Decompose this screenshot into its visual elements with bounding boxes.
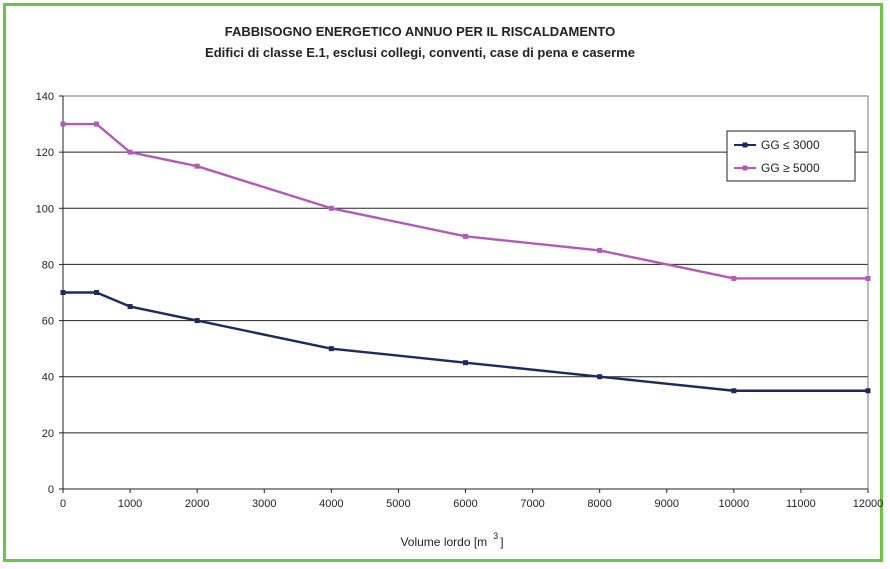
data-point bbox=[328, 346, 334, 352]
legend-marker-gg-5000 bbox=[742, 165, 748, 171]
y-tick-label: 120 bbox=[36, 147, 54, 159]
y-tick-label: 140 bbox=[36, 91, 54, 103]
data-point bbox=[463, 233, 468, 239]
x-tick-label: 6000 bbox=[453, 498, 477, 510]
series-line bbox=[63, 291, 868, 392]
data-point bbox=[731, 388, 737, 394]
x-tick-label: 1000 bbox=[118, 498, 142, 510]
data-point bbox=[597, 374, 603, 380]
series-layer bbox=[60, 121, 871, 394]
legend-label-gg-5000: GG ≥ 5000 bbox=[761, 161, 820, 175]
x-tick-label: 7000 bbox=[520, 498, 544, 510]
data-point bbox=[597, 247, 603, 253]
series-1 bbox=[60, 121, 871, 281]
data-point bbox=[127, 304, 133, 310]
chart-title: FABBISOGNO ENERGETICO ANNUO PER IL RISCA… bbox=[225, 24, 616, 39]
y-tick-label: 80 bbox=[42, 259, 54, 271]
y-axis: 0 20 40 60 80 100 120 140 bbox=[36, 91, 64, 496]
legend: GG ≤ 3000 GG ≥ 5000 bbox=[726, 130, 856, 182]
data-point bbox=[194, 163, 200, 169]
x-tick-label: 11000 bbox=[786, 498, 816, 510]
x-tick-label: 2000 bbox=[185, 498, 209, 510]
data-point bbox=[194, 318, 200, 324]
legend-box bbox=[726, 130, 856, 182]
x-tick-label: 3000 bbox=[252, 498, 276, 510]
x-tick-label: 12000 bbox=[853, 498, 884, 510]
x-tick-label: 9000 bbox=[655, 498, 679, 510]
data-point bbox=[94, 121, 100, 127]
y-tick-label: 0 bbox=[48, 484, 54, 496]
data-point bbox=[865, 388, 871, 394]
data-point bbox=[127, 149, 133, 155]
y-tick-label: 20 bbox=[42, 428, 54, 440]
x-axis-label: Volume lordo [m 3] bbox=[400, 531, 503, 549]
x-tick-label: 4000 bbox=[319, 498, 343, 510]
series-0 bbox=[60, 290, 871, 394]
data-point bbox=[463, 360, 468, 366]
y-tick-label: 40 bbox=[42, 372, 54, 384]
data-point bbox=[94, 290, 100, 295]
x-tick-label: 10000 bbox=[719, 498, 750, 510]
data-point bbox=[60, 121, 66, 127]
legend-label-gg-3000: GG ≤ 3000 bbox=[761, 138, 820, 152]
data-point bbox=[865, 275, 871, 281]
legend-marker-gg-3000 bbox=[742, 142, 748, 148]
x-axis: 0 1000 2000 3000 4000 5000 6000 7000 8000 9000 100… bbox=[60, 488, 884, 510]
chart-subtitle: Edifici di classe E.1, esclusi collegi, … bbox=[205, 45, 635, 60]
data-point bbox=[731, 275, 737, 281]
data-point bbox=[60, 290, 66, 295]
y-tick-label: 60 bbox=[42, 316, 54, 328]
x-tick-label: 0 bbox=[60, 498, 66, 510]
y-tick-label: 100 bbox=[36, 203, 54, 215]
x-tick-label: 8000 bbox=[587, 498, 611, 510]
data-point bbox=[328, 205, 334, 211]
x-tick-label: 5000 bbox=[386, 498, 410, 510]
